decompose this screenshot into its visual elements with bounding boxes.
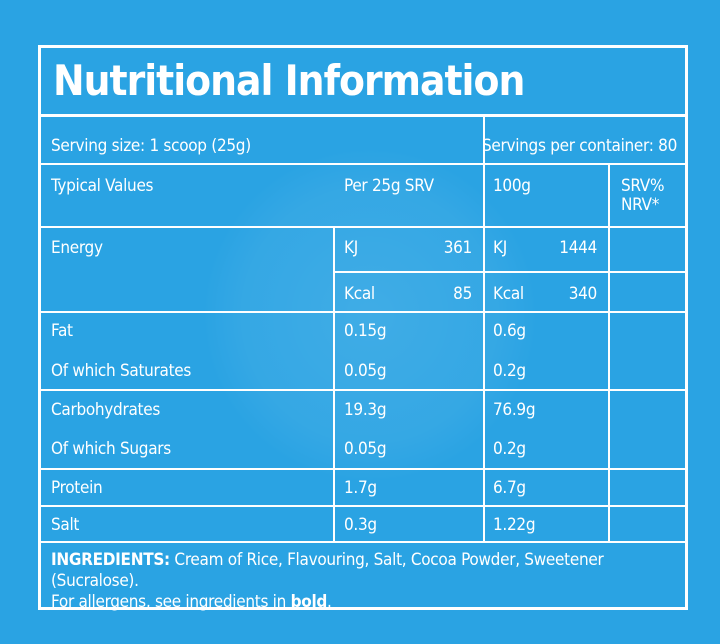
nutrient-label-sugars: Of which Sugars xyxy=(51,439,171,459)
nutrient-srv-sugars: 0.05g xyxy=(344,439,387,459)
header-typical-values: Typical Values xyxy=(51,176,154,196)
allergen-prefix: For allergens, see ingredients in xyxy=(51,592,291,612)
nutrient-label-carbohydrates: Carbohydrates xyxy=(51,400,160,420)
energy-kcal-srv: 85 xyxy=(453,284,472,304)
servings-per-container: Servings per container: 80 xyxy=(481,136,677,156)
energy-mid-divider xyxy=(334,271,685,273)
nutrient-srv-carbohydrates: 19.3g xyxy=(344,400,387,420)
nutrient-srv-protein: 1.7g xyxy=(344,478,377,498)
title-divider xyxy=(41,114,685,117)
nutrient-srv-fat: 0.15g xyxy=(344,321,387,341)
serving-size: Serving size: 1 scoop (25g) xyxy=(51,136,251,156)
nutrition-label: Nutritional Information Serving size: 1 … xyxy=(38,45,688,613)
energy-label: Energy xyxy=(51,238,103,258)
carbs-divider xyxy=(41,468,685,470)
col-divider-1 xyxy=(333,226,335,541)
nutrient-100g-sugars: 0.2g xyxy=(493,439,526,459)
col-divider-3 xyxy=(608,163,610,541)
nutrient-100g-carbohydrates: 76.9g xyxy=(493,400,536,420)
col-divider-2 xyxy=(483,117,485,541)
nutrient-label-salt: Salt xyxy=(51,515,80,535)
page-title: Nutritional Information xyxy=(53,56,525,105)
fat-divider xyxy=(41,389,685,391)
nutrient-srv-saturates: 0.05g xyxy=(344,361,387,381)
serving-divider xyxy=(41,163,685,165)
ingredients-heading: INGREDIENTS: xyxy=(51,550,170,570)
energy-kj-unit-srv: KJ xyxy=(344,238,358,258)
energy-kcal-100: 340 xyxy=(568,284,598,304)
header-divider xyxy=(41,226,685,228)
salt-divider xyxy=(41,541,685,543)
energy-kj-srv: 361 xyxy=(443,238,473,258)
nutrient-100g-saturates: 0.2g xyxy=(493,361,526,381)
serving-col-divider xyxy=(483,117,485,163)
nutrient-srv-salt: 0.3g xyxy=(344,515,377,535)
energy-kcal-unit-100: Kcal xyxy=(493,284,524,304)
nutrient-label-saturates: Of which Saturates xyxy=(51,361,192,381)
nutrient-100g-salt: 1.22g xyxy=(493,515,536,535)
allergen-bold: bold xyxy=(290,592,328,612)
header-nrv-line2: NRV* xyxy=(621,195,660,215)
energy-kj-100: 1444 xyxy=(559,238,597,258)
nutrient-100g-protein: 6.7g xyxy=(493,478,526,498)
nutrient-100g-fat: 0.6g xyxy=(493,321,526,341)
header-per-serving: Per 25g SRV xyxy=(344,176,434,196)
ingredients-line: INGREDIENTS: Cream of Rice, Flavouring, … xyxy=(51,550,685,592)
energy-kcal-unit-srv: Kcal xyxy=(344,284,375,304)
ingredients-text: Cream of Rice, Flavouring, Salt, Cocoa P… xyxy=(51,550,604,591)
header-per-100g: 100g xyxy=(493,176,531,196)
protein-divider xyxy=(41,505,685,507)
nutrient-label-protein: Protein xyxy=(51,478,103,498)
energy-divider xyxy=(41,311,685,313)
allergen-suffix: . xyxy=(327,592,332,612)
allergen-line: For allergens, see ingredients in bold. xyxy=(51,592,685,613)
ingredients-block: INGREDIENTS: Cream of Rice, Flavouring, … xyxy=(51,550,685,613)
nutrient-label-fat: Fat xyxy=(51,321,73,341)
energy-kj-unit-100: KJ xyxy=(493,238,507,258)
header-nrv-line1: SRV% xyxy=(621,176,665,196)
